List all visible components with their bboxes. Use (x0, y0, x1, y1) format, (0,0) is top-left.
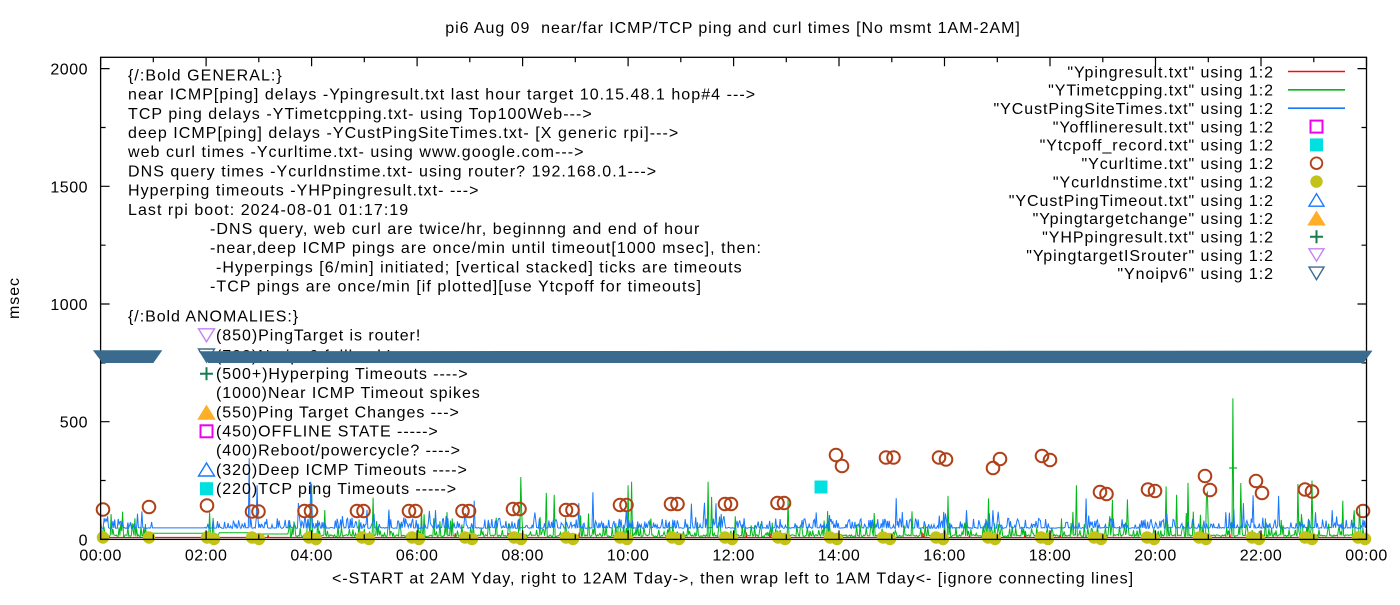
svg-text:12:00: 12:00 (712, 548, 755, 565)
svg-text:"YCustPingSiteTimes.txt" using: "YCustPingSiteTimes.txt" using 1:2 (993, 101, 1274, 118)
svg-text:"Ycurltime.txt" using 1:2: "Ycurltime.txt" using 1:2 (1081, 156, 1274, 173)
svg-text:"Ypingresult.txt" using 1:2: "Ypingresult.txt" using 1:2 (1067, 64, 1274, 81)
svg-text:16:00: 16:00 (923, 548, 966, 565)
svg-text:TCP ping delays -YTimetcpping.: TCP ping delays -YTimetcpping.txt- using… (128, 106, 593, 123)
svg-text:<-START at 2AM Yday, right to: <-START at 2AM Yday, right to 12AM Tday-… (332, 571, 1134, 588)
svg-text:{/:Bold GENERAL:}: {/:Bold GENERAL:} (128, 67, 283, 84)
svg-text:"YpingtargetISrouter" using 1:: "YpingtargetISrouter" using 1:2 (1026, 248, 1274, 265)
svg-text:10:00: 10:00 (607, 548, 650, 565)
svg-text:DNS query times -Ycurldnstime.: DNS query times -Ycurldnstime.txt- using… (128, 163, 657, 180)
svg-text:04:00: 04:00 (290, 548, 333, 565)
svg-text:Last rpi boot: 2024-08-01 01:1: Last rpi boot: 2024-08-01 01:17:19 (128, 202, 409, 219)
svg-text:"Ynoipv6" using 1:2: "Ynoipv6" using 1:2 (1117, 266, 1274, 283)
svg-text:"Ycurldnstime.txt" using 1:2: "Ycurldnstime.txt" using 1:2 (1053, 174, 1274, 191)
svg-text:web curl times -Ycurltime.txt-: web curl times -Ycurltime.txt- using www… (127, 144, 585, 161)
svg-text:deep ICMP[ping] delays -YCustP: deep ICMP[ping] delays -YCustPingSiteTim… (128, 125, 679, 142)
svg-text:-DNS query, web curl are twice: -DNS query, web curl are twice/hr, begin… (210, 221, 700, 238)
svg-text:500: 500 (60, 415, 88, 432)
svg-text:(500+)Hyperping Timeouts ---->: (500+)Hyperping Timeouts ----> (216, 366, 469, 383)
svg-text:"Yofflineresult.txt" using 1:2: "Yofflineresult.txt" using 1:2 (1053, 119, 1274, 136)
svg-text:00:00: 00:00 (1345, 548, 1388, 565)
svg-text:Hyperping timeouts -YHPpingres: Hyperping timeouts -YHPpingresult.txt- -… (128, 183, 479, 200)
svg-text:(1000)Near ICMP Timeout spikes: (1000)Near ICMP Timeout spikes (216, 385, 481, 402)
svg-text:"YCustPingTimeout.txt" using 1: "YCustPingTimeout.txt" using 1:2 (1009, 193, 1274, 210)
svg-text:08:00: 08:00 (501, 548, 544, 565)
svg-text:(850)PingTarget is router!: (850)PingTarget is router! (216, 328, 421, 345)
svg-text:(450)OFFLINE STATE ----->: (450)OFFLINE STATE -----> (216, 424, 439, 441)
svg-text:-TCP pings are once/min [if pl: -TCP pings are once/min [if plotted][use… (210, 279, 702, 296)
svg-text:{/:Bold ANOMALIES:}: {/:Bold ANOMALIES:} (128, 308, 299, 325)
svg-text:06:00: 06:00 (396, 548, 439, 565)
svg-text:(400)Reboot/powercycle? ---->: (400)Reboot/powercycle? ----> (216, 443, 461, 460)
svg-text:"Ytcpoff_record.txt" using 1:2: "Ytcpoff_record.txt" using 1:2 (1040, 138, 1274, 155)
svg-text:02:00: 02:00 (185, 548, 228, 565)
svg-text:18:00: 18:00 (1029, 548, 1072, 565)
svg-text:"YHPpingresult.txt" using 1:2: "YHPpingresult.txt" using 1:2 (1042, 230, 1274, 247)
svg-text:14:00: 14:00 (818, 548, 861, 565)
svg-text:22:00: 22:00 (1240, 548, 1283, 565)
svg-text:1000: 1000 (50, 297, 88, 314)
svg-text:2000: 2000 (50, 62, 88, 79)
svg-text:20:00: 20:00 (1134, 548, 1177, 565)
svg-text:"YTimetcpping.txt" using 1:2: "YTimetcpping.txt" using 1:2 (1048, 83, 1274, 100)
svg-text:msec: msec (6, 277, 23, 319)
svg-text:1500: 1500 (50, 179, 88, 196)
svg-text:(220)TCP ping Timeouts ----->: (220)TCP ping Timeouts -----> (216, 481, 457, 498)
svg-text:"Ypingtargetchange" using 1:2: "Ypingtargetchange" using 1:2 (1033, 211, 1274, 228)
svg-text:(550)Ping Target Changes --->: (550)Ping Target Changes ---> (216, 404, 460, 421)
svg-text:pi6 Aug 09 near/far ICMP/TCP: pi6 Aug 09 near/far ICMP/TCP ping and cu… (445, 20, 1021, 37)
svg-text:0: 0 (79, 532, 88, 549)
svg-text:(320)Deep ICMP Timeouts ---->: (320)Deep ICMP Timeouts ----> (216, 462, 468, 479)
svg-text:00:00: 00:00 (79, 548, 122, 565)
svg-text:-near,deep ICMP pings are once: -near,deep ICMP pings are once/min until… (210, 240, 762, 257)
svg-text:near ICMP[ping] delays -Ypingr: near ICMP[ping] delays -Ypingresult.txt … (128, 87, 756, 104)
svg-text:-Hyperpings [6/min] initiated;: -Hyperpings [6/min] initiated; [vertical… (216, 259, 743, 276)
